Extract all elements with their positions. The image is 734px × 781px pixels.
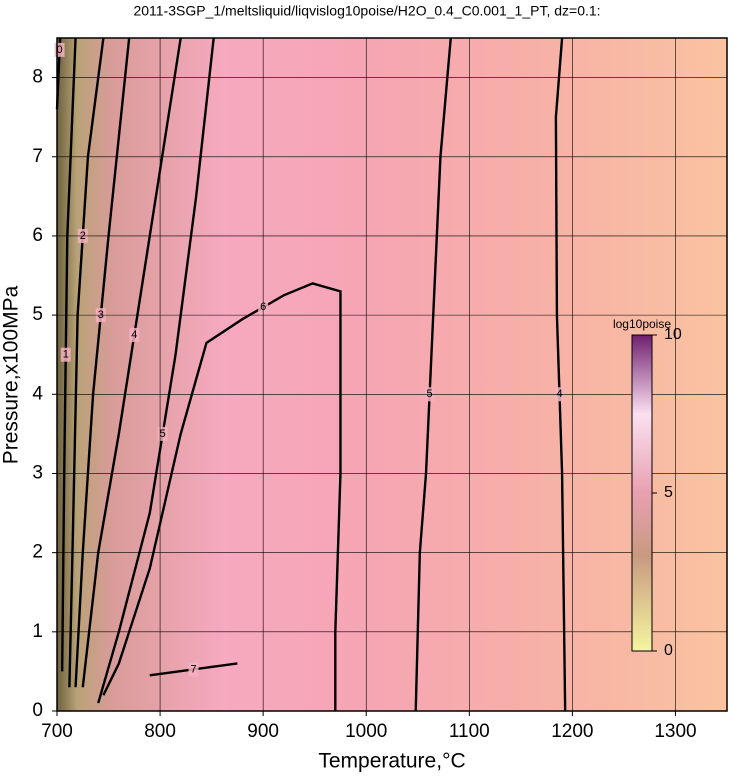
contour-label-bg xyxy=(157,426,168,441)
y-tick-label: 3 xyxy=(32,462,43,483)
contour-label-bg xyxy=(54,42,65,57)
colorbar-label: log10poise xyxy=(613,317,671,331)
y-tick-label: 7 xyxy=(32,146,43,167)
y-axis-label: Pressure,x100MPa xyxy=(0,285,23,464)
colorbar-tick-label: 5 xyxy=(664,484,673,501)
x-tick-label: 1000 xyxy=(345,721,387,742)
y-tick-label: 2 xyxy=(32,542,43,563)
y-tick-label: 4 xyxy=(32,383,43,404)
x-axis-label: Temperature,°C xyxy=(318,750,465,773)
y-tick-label: 8 xyxy=(32,67,43,88)
colorbar-tick-label: 10 xyxy=(664,326,682,343)
contour-label: 7 xyxy=(191,663,197,675)
contour-label-bg xyxy=(60,347,71,362)
colorbar xyxy=(631,334,653,652)
x-tick-label: 700 xyxy=(41,721,73,742)
contour-label: 0 xyxy=(57,44,63,56)
y-tick-label: 5 xyxy=(32,304,43,325)
contour-label-bg xyxy=(188,662,199,677)
colorbar-tick-label: 0 xyxy=(664,642,673,659)
y-tick-label: 1 xyxy=(32,621,43,642)
contour-label-bg xyxy=(129,327,140,342)
x-tick-label: 900 xyxy=(247,721,279,742)
x-tick-label: 800 xyxy=(144,721,176,742)
x-tick-label: 1300 xyxy=(654,721,696,742)
chart-title: 2011-3SGP_1/meltsliquid/liqvislog10poise… xyxy=(133,3,600,19)
contour-label: 5 xyxy=(160,428,166,440)
contour-label: 4 xyxy=(131,329,137,341)
y-tick-label: 6 xyxy=(32,225,43,246)
x-tick-label: 1200 xyxy=(551,721,593,742)
x-tick-label: 1100 xyxy=(449,721,490,742)
plot-background xyxy=(57,38,727,711)
contour-label: 1 xyxy=(63,349,69,361)
plot-frame xyxy=(56,37,728,712)
y-tick-label: 0 xyxy=(32,700,43,721)
